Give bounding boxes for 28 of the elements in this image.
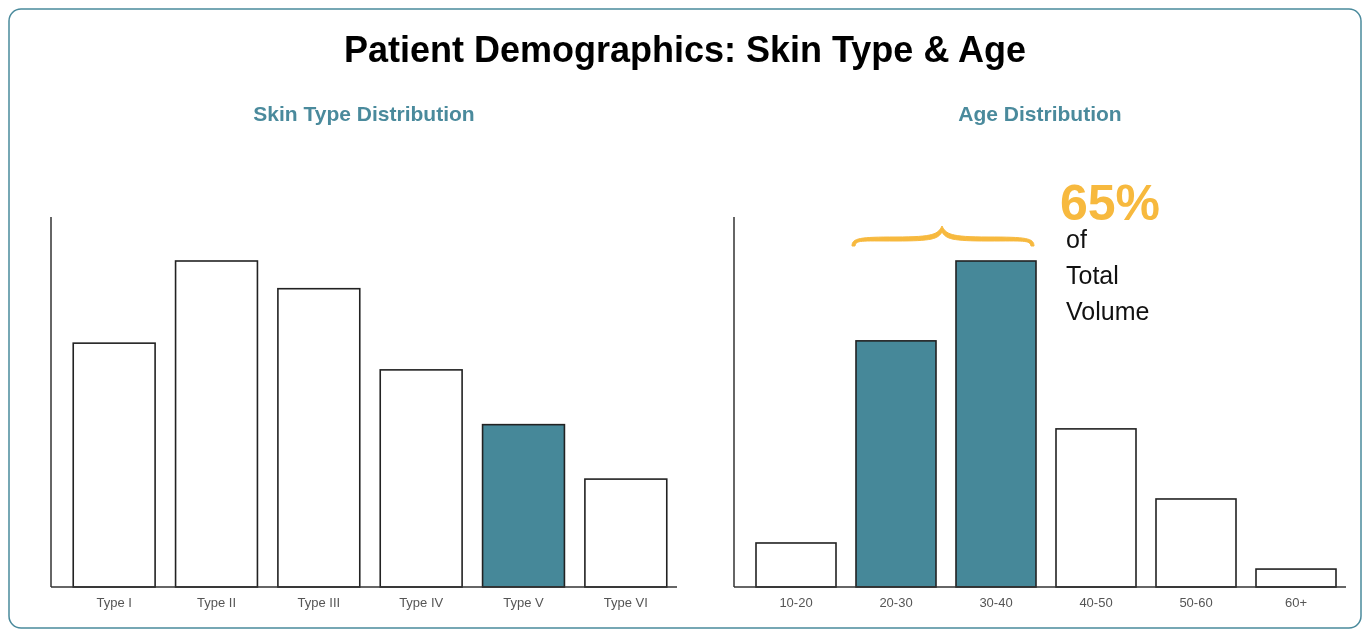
x-tick-label: Type VI [603, 595, 648, 610]
bar [174, 260, 259, 588]
x-tick-label: 20-30 [879, 595, 913, 610]
bar [855, 340, 937, 588]
bar [277, 287, 361, 588]
annotation: of Total Volume [1066, 225, 1150, 325]
x-tick-label: 10-20 [779, 595, 813, 610]
bar [481, 423, 566, 588]
x-tick-label: 50-60 [1179, 595, 1213, 610]
x-tick-label: 60+ [1284, 595, 1308, 610]
bar [584, 478, 668, 588]
bar [1255, 568, 1337, 588]
bar [955, 260, 1037, 588]
bar [755, 542, 837, 588]
x-tick-label: Type II [196, 595, 237, 610]
chart-subtitle: Skin Type Distribution [253, 102, 475, 125]
bar [379, 369, 463, 588]
x-tick-label: Type IV [399, 595, 444, 610]
bar [1055, 428, 1137, 588]
x-tick-label: Type III [297, 595, 341, 610]
bar [1155, 498, 1237, 588]
x-tick-label: Type V [503, 595, 545, 610]
bar [72, 342, 156, 588]
x-tick-label: 30-40 [979, 595, 1013, 610]
chart-subtitle: Age Distribution [958, 102, 1122, 125]
x-tick-label: 40-50 [1079, 595, 1113, 610]
chart-title: Patient Demographics: Skin Type & Age [343, 29, 1027, 70]
x-tick-label: Type I [96, 595, 132, 610]
